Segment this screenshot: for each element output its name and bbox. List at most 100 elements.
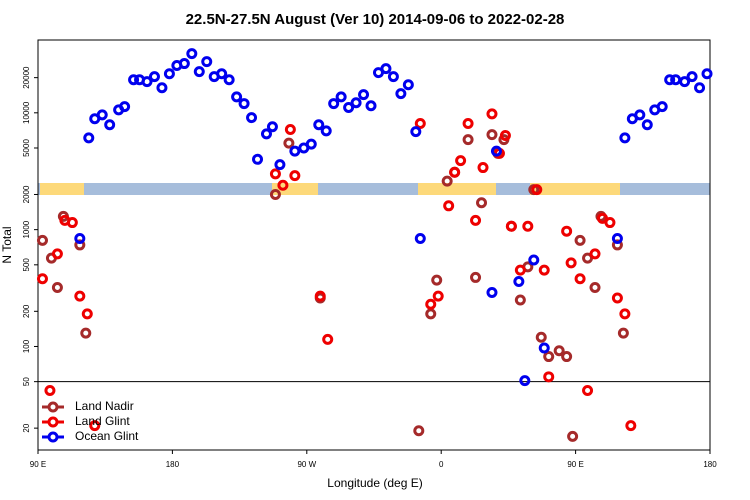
legend-marker	[47, 401, 59, 413]
point	[119, 101, 131, 113]
y-tick-label: 200	[22, 304, 31, 318]
point	[519, 375, 531, 387]
point	[553, 345, 565, 357]
point	[611, 239, 623, 251]
point	[89, 420, 101, 432]
point	[163, 68, 175, 80]
point	[343, 102, 355, 114]
point	[335, 91, 347, 103]
point	[582, 384, 594, 396]
point	[186, 48, 198, 60]
point	[414, 118, 426, 130]
point	[641, 119, 653, 131]
point	[104, 119, 116, 131]
point	[269, 188, 281, 200]
point	[522, 220, 534, 232]
point	[395, 88, 407, 100]
point	[74, 232, 86, 244]
point	[74, 290, 86, 302]
point	[670, 74, 682, 86]
x-tick-label: 180	[166, 460, 180, 469]
point	[141, 76, 153, 88]
land-strip	[40, 183, 84, 195]
point	[625, 420, 637, 432]
y-tick-label: 100	[22, 339, 31, 353]
y-tick-label: 20	[22, 423, 31, 432]
point	[679, 76, 691, 88]
point	[514, 264, 526, 276]
point	[528, 254, 540, 266]
x-tick-label: 90 E	[567, 460, 583, 469]
point	[36, 234, 48, 246]
point	[289, 170, 301, 182]
point	[365, 100, 377, 112]
point	[441, 175, 453, 187]
point	[611, 232, 623, 244]
point	[561, 351, 573, 363]
point	[266, 121, 278, 133]
point	[80, 327, 92, 339]
legend-label: Land Nadir	[75, 399, 134, 413]
point	[289, 145, 301, 157]
point	[74, 239, 86, 251]
point	[148, 71, 160, 83]
point	[701, 68, 713, 80]
point	[589, 248, 601, 260]
point	[380, 63, 392, 75]
point	[96, 109, 108, 121]
point	[543, 371, 555, 383]
point	[44, 384, 56, 396]
y-tick-label: 20000	[22, 66, 31, 89]
point	[462, 118, 474, 130]
point	[410, 126, 422, 138]
y-tick-label: 1000	[22, 220, 31, 238]
point	[66, 217, 78, 229]
point	[514, 294, 526, 306]
point	[604, 217, 616, 229]
y-tick-label: 50	[22, 377, 31, 386]
point	[51, 281, 63, 293]
x-tick-label: 90 W	[297, 460, 316, 469]
point	[313, 119, 325, 131]
point	[36, 273, 48, 285]
point	[358, 89, 370, 101]
point	[634, 109, 646, 121]
point	[314, 290, 326, 302]
point	[402, 79, 414, 91]
point	[328, 98, 340, 110]
x-axis-label: Longitude (deg E)	[327, 476, 422, 490]
point	[193, 66, 205, 78]
point	[505, 220, 517, 232]
point	[320, 125, 332, 137]
point	[178, 58, 190, 70]
legend-label: Ocean Glint	[75, 429, 139, 443]
y-tick-label: 500	[22, 258, 31, 272]
point	[462, 134, 474, 146]
x-tick-label: 90 E	[30, 460, 46, 469]
chart-title: 22.5N-27.5N August (Ver 10) 2014-09-06 t…	[186, 11, 565, 28]
plot-frame	[37, 39, 711, 451]
point	[431, 274, 443, 286]
point	[449, 166, 461, 178]
point	[486, 129, 498, 141]
point	[470, 214, 482, 226]
y-tick-label: 10000	[22, 101, 31, 124]
y-tick-label: 2000	[22, 185, 31, 203]
x-tick-label: 180	[703, 460, 717, 469]
point	[201, 56, 213, 68]
point	[260, 128, 272, 140]
point	[350, 97, 362, 109]
point	[538, 342, 550, 354]
point	[574, 273, 586, 285]
point	[277, 179, 289, 191]
point	[531, 184, 543, 196]
point	[567, 430, 579, 442]
point	[513, 275, 525, 287]
point	[619, 132, 631, 144]
point	[619, 308, 631, 320]
point	[535, 331, 547, 343]
x-tick-label: 0	[439, 460, 444, 469]
point	[486, 286, 498, 298]
y-axis-label: N Total	[0, 226, 14, 263]
